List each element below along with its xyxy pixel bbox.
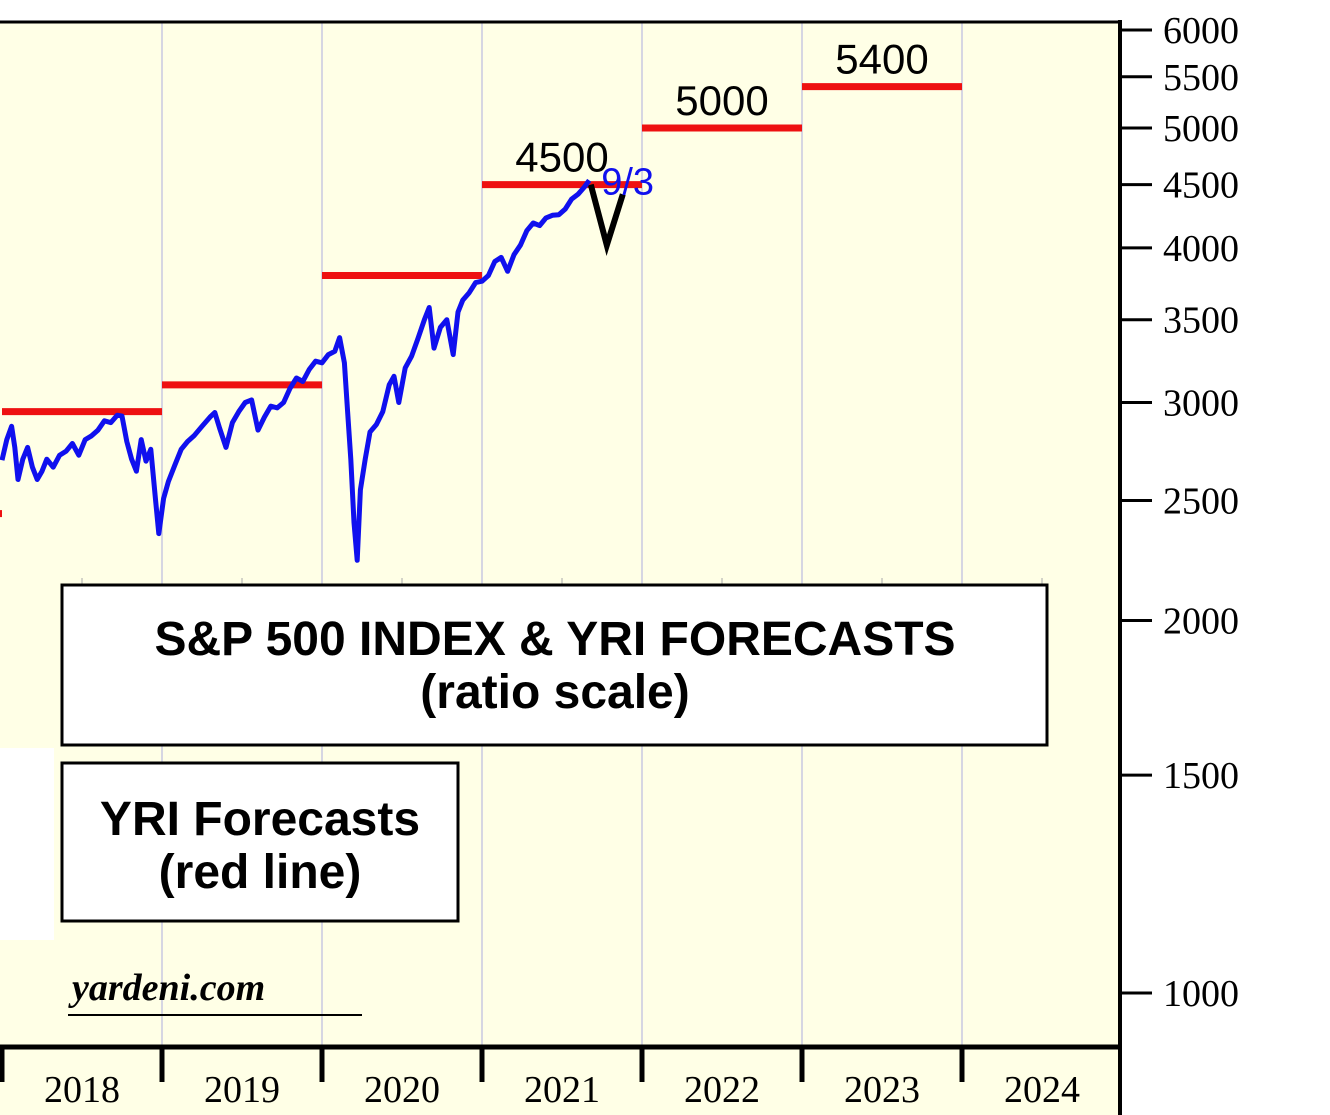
forecast-label-5000: 5000	[675, 77, 768, 124]
x-axis: 2018 2019 2020 2021 2022 2023 2024	[0, 1047, 1080, 1111]
plot-background	[0, 22, 1118, 1115]
y-tick-label-1500: 1500	[1163, 755, 1239, 797]
legend-line-2: (red line)	[159, 846, 362, 899]
title-box: S&P 500 INDEX & YRI FORECASTS (ratio sca…	[60, 583, 1049, 747]
chart-subtitle: (ratio scale)	[420, 666, 689, 719]
y-tick-label-4000: 4000	[1163, 228, 1239, 270]
x-label-2020: 2020	[364, 1069, 440, 1111]
y-tick-label-1000: 1000	[1163, 973, 1239, 1015]
latest-date-label: 9/3	[601, 161, 654, 203]
x-label-2018: 2018	[44, 1069, 120, 1111]
legend-line-1: YRI Forecasts	[100, 793, 420, 846]
legend-box: YRI Forecasts (red line)	[60, 761, 460, 923]
y-tick-label-3500: 3500	[1163, 300, 1239, 342]
correction-v-line	[587, 183, 626, 257]
y-tick-label-5500: 5500	[1163, 57, 1239, 99]
axis-band	[1118, 0, 1330, 1115]
y-tick-label-5000: 5000	[1163, 108, 1239, 150]
x-label-2024: 2024	[1004, 1069, 1080, 1111]
y-tick-label-2500: 2500	[1163, 481, 1239, 523]
forecast-labels: 4500 5000 5400	[515, 36, 928, 181]
watermark: yardeni.com	[68, 967, 362, 1016]
x-label-2023: 2023	[844, 1069, 920, 1111]
y-tick-label-6000: 6000	[1163, 10, 1239, 52]
grid-lines	[161, 22, 963, 1047]
forecast-label-4500: 4500	[515, 134, 608, 181]
x-label-2022: 2022	[684, 1069, 760, 1111]
watermark-text: yardeni.com	[68, 967, 265, 1009]
forecast-lines	[0, 83, 962, 518]
x-label-2021: 2021	[524, 1069, 600, 1111]
y-axis: 1000 1500 2000 2500 3000 3500 4000 4500 5000 5500…	[1120, 10, 1239, 1015]
forecast-label-5400: 5400	[835, 36, 928, 83]
legend-backdrop	[0, 748, 54, 940]
y-tick-label-4500: 4500	[1163, 165, 1239, 207]
sp500-index-line	[0, 178, 592, 563]
y-tick-label-2000: 2000	[1163, 600, 1239, 642]
x-label-2019: 2019	[204, 1069, 280, 1111]
y-tick-label-3000: 3000	[1163, 383, 1239, 425]
chart-title: S&P 500 INDEX & YRI FORECASTS	[154, 613, 955, 666]
